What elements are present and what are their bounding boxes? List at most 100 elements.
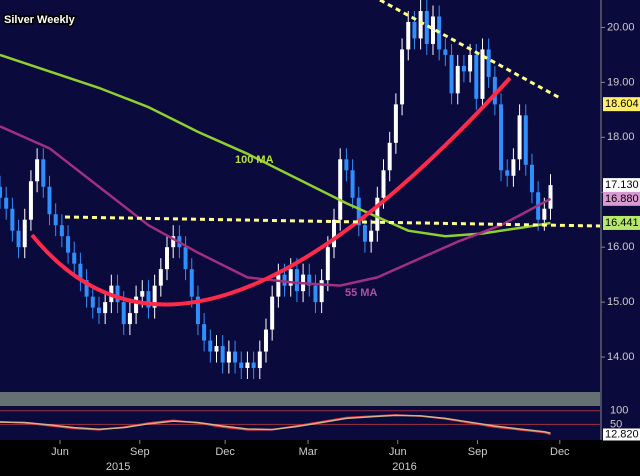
candle-body xyxy=(90,296,95,308)
x-year-label: 2016 xyxy=(392,461,416,473)
candle-body xyxy=(220,346,225,363)
candle-body xyxy=(400,49,405,105)
price-tag-label: 16.441 xyxy=(605,217,639,229)
candle-body xyxy=(41,159,46,187)
candle-body xyxy=(251,362,256,369)
candle-body xyxy=(16,230,21,248)
price-tag-label: 18.604 xyxy=(605,98,639,110)
candle-body xyxy=(195,296,200,325)
candle-body xyxy=(517,115,522,160)
candle-body xyxy=(263,329,268,352)
candle-body xyxy=(183,247,188,270)
annotation-curve xyxy=(30,76,512,307)
y-tick-label: 50 xyxy=(610,418,622,430)
candle-body xyxy=(35,159,40,182)
candle-body xyxy=(369,230,374,242)
price-tag-label: 12.820 xyxy=(605,428,639,440)
candle-body xyxy=(468,54,473,72)
candle-body xyxy=(443,49,448,55)
candle-body xyxy=(381,170,386,198)
candle-body xyxy=(325,247,330,281)
candle-body xyxy=(313,285,318,303)
y-tick-label: 20.00 xyxy=(607,21,635,33)
candle-body xyxy=(492,76,497,105)
candle-body xyxy=(294,269,299,292)
candle-body xyxy=(319,280,324,303)
candle-body xyxy=(72,252,77,264)
candle-body xyxy=(171,236,176,248)
price-tag xyxy=(603,178,640,193)
candle-body xyxy=(152,285,157,308)
candle-body xyxy=(53,214,58,226)
x-tick-label: Sep xyxy=(468,446,488,458)
candle-body xyxy=(226,351,231,363)
candle-body xyxy=(474,54,479,99)
candle-body xyxy=(103,302,108,314)
candle-body xyxy=(511,159,516,176)
candle-body xyxy=(4,197,9,209)
candle-body xyxy=(523,115,528,165)
candle-body xyxy=(288,269,293,286)
candle-body xyxy=(548,185,553,209)
candle-body xyxy=(412,21,417,39)
x-tick-label: Jun xyxy=(51,446,69,458)
candle-body xyxy=(10,208,15,231)
x-tick-label: Mar xyxy=(299,446,318,458)
moving-average xyxy=(0,125,552,287)
candle-body xyxy=(393,104,398,143)
ma-label: 55 MA xyxy=(345,287,377,299)
candle-body xyxy=(202,324,207,341)
candle-body xyxy=(158,269,163,286)
price-tag xyxy=(603,428,640,441)
y-tick-label: 19.00 xyxy=(607,76,635,88)
trend-line xyxy=(379,0,561,100)
candle-body xyxy=(542,208,547,220)
candle-body xyxy=(418,10,423,39)
candle-body xyxy=(270,296,275,330)
candle-body xyxy=(344,159,349,171)
x-tick-label: Jun xyxy=(389,446,407,458)
candle-body xyxy=(424,10,429,44)
candle-body xyxy=(47,186,52,215)
candle-body xyxy=(22,219,27,248)
indicator-line xyxy=(0,414,551,434)
candle-body xyxy=(486,49,491,77)
separator-band xyxy=(0,392,600,406)
candle-body xyxy=(332,219,337,248)
candle-body xyxy=(430,16,435,44)
x-axis-area xyxy=(0,440,640,476)
y-tick-label: 15.00 xyxy=(607,296,635,308)
candle-body xyxy=(406,21,411,50)
candle-body xyxy=(233,351,238,363)
price-tag-label: 16.880 xyxy=(605,193,639,205)
candle-body xyxy=(245,362,250,369)
x-year-label: 2015 xyxy=(106,461,130,473)
candle-body xyxy=(140,291,145,297)
candle-body xyxy=(121,302,126,325)
candle-body xyxy=(362,225,367,242)
candle-body xyxy=(214,346,219,352)
candle-body xyxy=(499,104,504,171)
candle-body xyxy=(115,285,120,303)
price-tag xyxy=(603,97,640,112)
candle-body xyxy=(387,142,392,171)
chart-title: Silver Weekly xyxy=(4,14,76,26)
candle-body xyxy=(307,274,312,286)
y-tick-label: 14.00 xyxy=(607,351,635,363)
candle-body xyxy=(356,197,361,226)
ma-label: 100 MA xyxy=(235,154,274,166)
candle-body xyxy=(338,159,343,220)
candle-body xyxy=(78,263,83,281)
candle-body xyxy=(375,197,380,231)
main-panel xyxy=(0,0,640,390)
candle-body xyxy=(84,280,89,297)
price-tag-label: 17.130 xyxy=(605,179,639,191)
y-tick-label: 16.00 xyxy=(607,241,635,253)
candle-body xyxy=(529,164,534,193)
candle-body xyxy=(189,269,194,297)
candle-body xyxy=(461,65,466,72)
price-tag xyxy=(603,191,640,206)
candle-body xyxy=(134,296,139,314)
